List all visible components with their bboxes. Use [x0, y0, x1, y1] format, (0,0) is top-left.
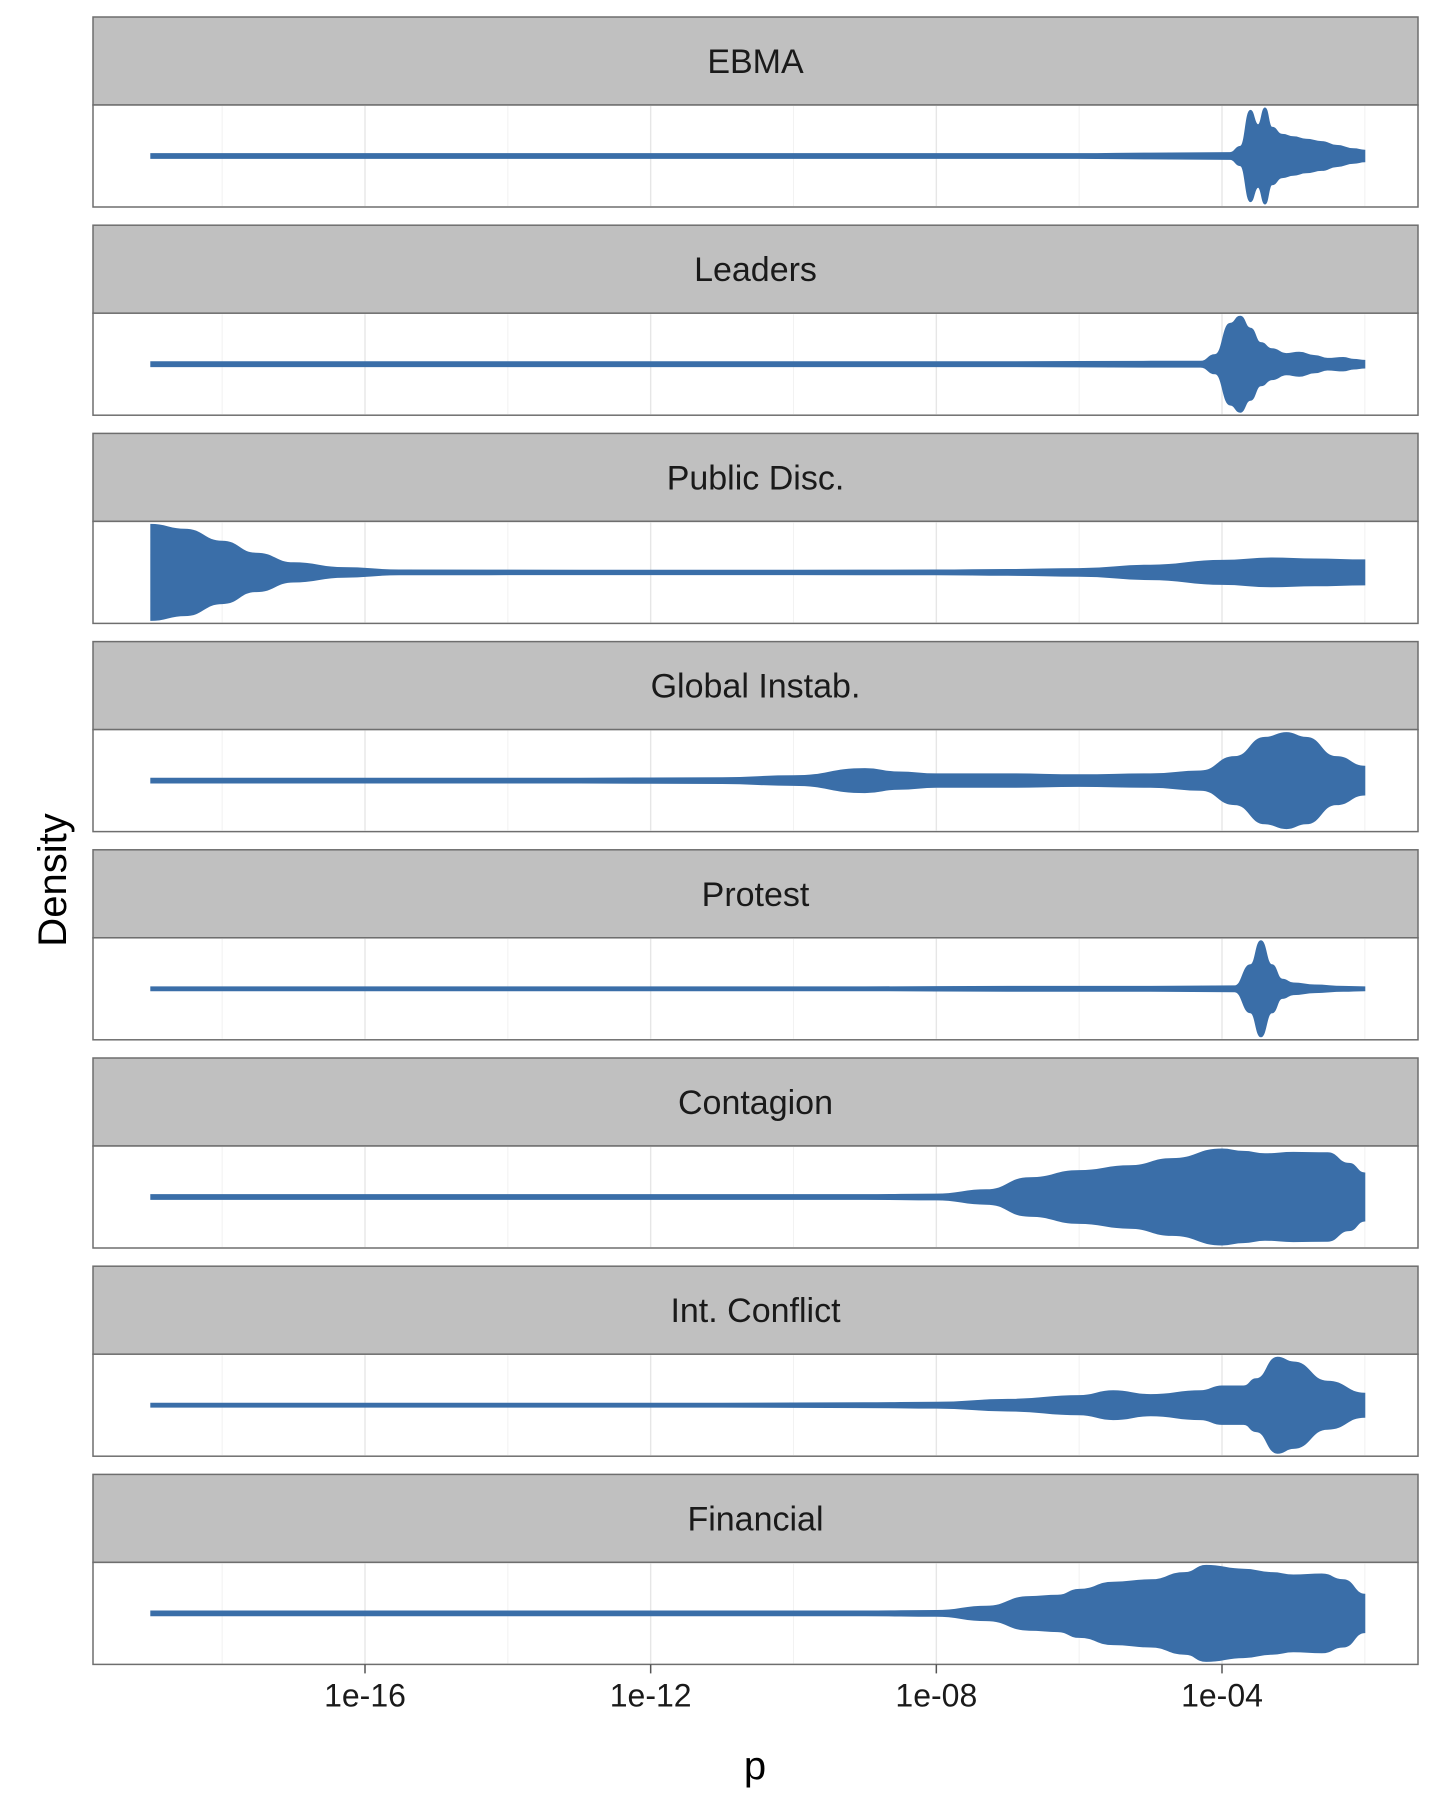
violin-shape: [150, 523, 1366, 621]
violin-shape: [150, 732, 1366, 830]
facet-protest: Protest: [92, 849, 1419, 1041]
violin-shape: [150, 1564, 1366, 1662]
violin-shape: [150, 940, 1366, 1038]
facet-strip-label: Global Instab.: [651, 668, 861, 706]
facet-int-conflict: Int. Conflict: [92, 1265, 1419, 1457]
facet-strip-label: Protest: [702, 876, 810, 914]
x-tick-label: 1e-12: [610, 1677, 692, 1713]
violin-shape: [150, 315, 1366, 413]
facet-public-disc: Public Disc.: [92, 432, 1419, 625]
facet-strip: [92, 16, 1419, 106]
facet-strip-label: Int. Conflict: [670, 1292, 841, 1330]
facet-strip: [92, 224, 1419, 314]
x-axis: 1e-16 1e-12 1e-08 1e-04: [324, 1664, 1263, 1713]
facet-strip-label: Leaders: [694, 251, 817, 289]
violin-shape: [150, 1148, 1366, 1246]
facet-strip: [92, 849, 1419, 939]
facet-global-instab: Global Instab.: [92, 640, 1419, 833]
facet-contagion: Contagion: [92, 1057, 1419, 1249]
x-axis-title: p: [744, 1744, 766, 1788]
y-axis-title: Density: [31, 813, 75, 946]
facet-panels: EBMA Leaders Public Disc. Global Instab. Pro…: [92, 16, 1419, 1666]
facet-ebma: EBMA: [92, 16, 1419, 208]
facet-financial: Financial: [92, 1473, 1419, 1666]
violin-shape: [150, 107, 1366, 205]
facet-leaders: Leaders: [92, 224, 1419, 416]
facet-strip-label: EBMA: [707, 43, 804, 81]
violin-shape: [150, 1356, 1366, 1454]
x-tick-label: 1e-04: [1181, 1677, 1263, 1713]
facet-strip: [92, 1265, 1419, 1355]
facet-strip: [92, 640, 1419, 731]
facet-strip-label: Contagion: [678, 1084, 833, 1122]
facet-strip-label: Financial: [687, 1500, 823, 1538]
facet-strip-label: Public Disc.: [667, 459, 845, 497]
facet-strip: [92, 1057, 1419, 1147]
facet-strip: [92, 432, 1419, 523]
x-tick-label: 1e-08: [895, 1677, 977, 1713]
x-tick-label: 1e-16: [324, 1677, 406, 1713]
